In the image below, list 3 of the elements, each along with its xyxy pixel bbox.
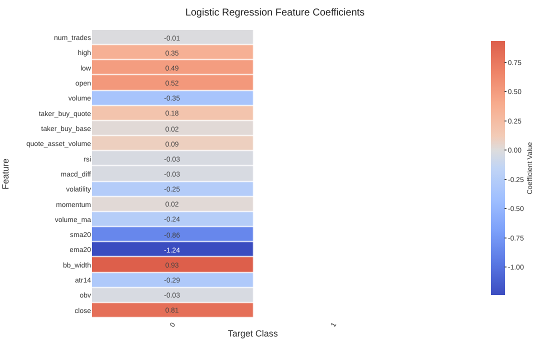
x-axis-title: Target Class	[228, 328, 278, 338]
chart-title: Logistic Regression Feature Coefficients	[185, 8, 365, 19]
y-axis-title: Feature	[0, 158, 11, 190]
